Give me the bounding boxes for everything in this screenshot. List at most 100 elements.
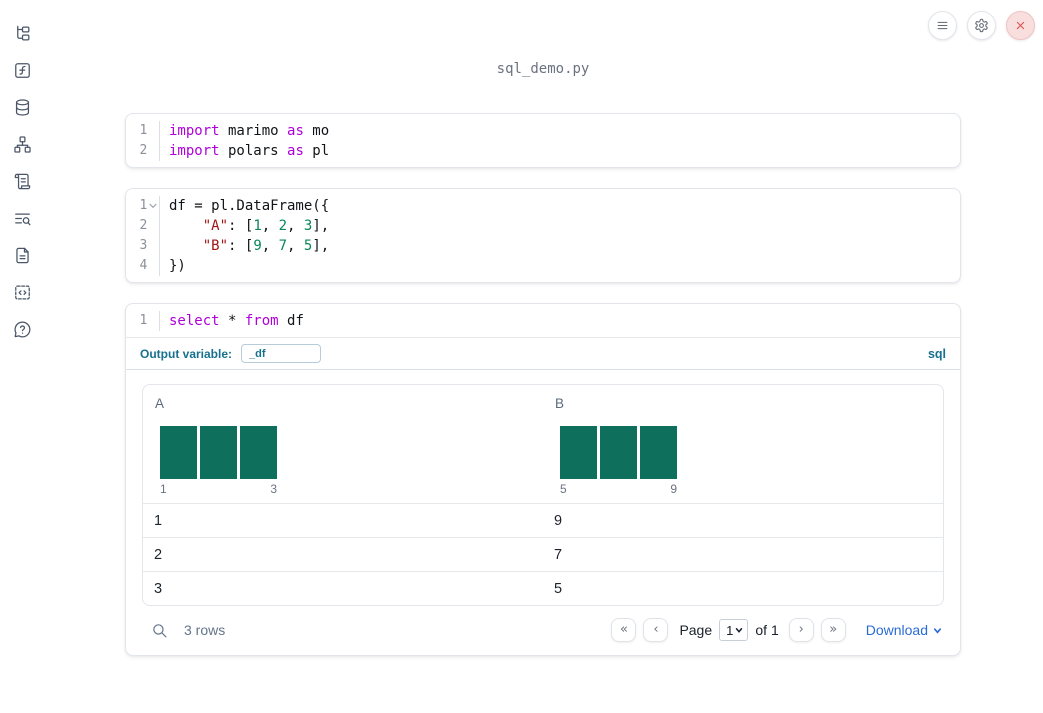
sidebar-item-list-search[interactable] bbox=[12, 208, 33, 229]
code-text: select * from df bbox=[169, 313, 304, 329]
line-number: 1 bbox=[139, 123, 148, 138]
table-footer: 3 rows « ‹ Page 1 of 1 › » Download bbox=[142, 615, 944, 645]
output-variable-label: Output variable: bbox=[140, 346, 233, 361]
code-line: 2 "A": [1, 2, 3], bbox=[126, 216, 960, 236]
line-number: 3 bbox=[139, 238, 148, 253]
code-line: 1 import marimo as mo bbox=[126, 121, 960, 141]
first-page-button[interactable]: « bbox=[611, 618, 637, 642]
sidebar-item-snippet[interactable] bbox=[12, 282, 33, 303]
code-text: "A": [1, 2, 3], bbox=[202, 218, 330, 234]
code-cell-imports: 1 import marimo as mo 2 import polars as pl bbox=[125, 113, 961, 168]
last-page-button[interactable]: » bbox=[820, 618, 846, 642]
list-search-icon bbox=[14, 213, 30, 226]
histogram-bar[interactable] bbox=[560, 426, 597, 479]
line-number: 4 bbox=[139, 258, 148, 273]
sidebar-item-scroll[interactable] bbox=[12, 171, 33, 192]
page-label: Page bbox=[679, 622, 713, 638]
histogram-axis-labels: 5 9 bbox=[560, 482, 677, 496]
column-header-b[interactable]: B 5 9 bbox=[543, 385, 943, 503]
line-number: 2 bbox=[139, 143, 148, 158]
page-select-value: 1 bbox=[726, 622, 734, 638]
chevron-down-icon bbox=[933, 627, 942, 634]
gutter: 1 bbox=[126, 311, 160, 331]
gutter: 2 bbox=[126, 141, 160, 161]
scroll-icon bbox=[14, 173, 30, 190]
histogram-max-label: 3 bbox=[270, 482, 277, 496]
histogram-bar[interactable] bbox=[160, 426, 197, 479]
sidebar-item-function[interactable] bbox=[12, 60, 33, 81]
table-cell: 9 bbox=[554, 512, 563, 529]
sidebar-item-document[interactable] bbox=[12, 245, 33, 266]
histogram-bar[interactable] bbox=[240, 426, 277, 479]
chevrons-left-icon: « bbox=[619, 621, 628, 637]
column-histogram bbox=[560, 426, 677, 479]
sidebar-item-file-tree[interactable] bbox=[12, 23, 33, 44]
close-icon bbox=[1016, 21, 1025, 30]
sql-editor[interactable]: 1 select * from df bbox=[126, 304, 960, 338]
next-page-button[interactable]: › bbox=[788, 618, 814, 642]
sidebar-item-database[interactable] bbox=[12, 97, 33, 118]
histogram-bar[interactable] bbox=[200, 426, 237, 479]
code-line: 1 select * from df bbox=[126, 311, 960, 331]
gutter: 3 bbox=[126, 236, 160, 256]
code-text: "B": [9, 7, 5], bbox=[202, 238, 330, 254]
fold-chevron-icon[interactable] bbox=[147, 203, 159, 209]
dataframe-table: A 1 3 B 5 9 bbox=[142, 384, 944, 606]
code-editor[interactable]: 1 import marimo as mo 2 import polars as pl bbox=[126, 114, 960, 167]
gear-icon bbox=[975, 18, 988, 33]
column-header-a[interactable]: A 1 3 bbox=[143, 385, 543, 503]
shutdown-button[interactable] bbox=[1006, 11, 1035, 40]
function-icon bbox=[14, 63, 30, 78]
code-line: 1 df = pl.DataFrame({ bbox=[126, 196, 960, 216]
gutter: 1 bbox=[126, 121, 160, 141]
sql-cell-toolbar: Output variable: _df sql bbox=[126, 338, 960, 370]
code-line: 2 import polars as pl bbox=[126, 141, 960, 161]
sidebar-item-help[interactable] bbox=[12, 319, 33, 340]
previous-page-button[interactable]: ‹ bbox=[643, 618, 669, 642]
chevron-down-icon bbox=[736, 628, 743, 633]
search-icon bbox=[153, 623, 167, 637]
code-text: }) bbox=[169, 258, 186, 274]
menu-button[interactable] bbox=[928, 11, 957, 40]
code-editor[interactable]: 1 df = pl.DataFrame({2 "A": [1, 2, 3], 3 "… bbox=[126, 189, 960, 282]
output-variable-input[interactable]: _df bbox=[241, 344, 322, 363]
histogram-max-label: 9 bbox=[670, 482, 677, 496]
table-cell: 2 bbox=[154, 546, 163, 563]
network-icon bbox=[13, 136, 31, 153]
column-histogram bbox=[160, 426, 277, 479]
gutter: 1 bbox=[126, 196, 160, 216]
histogram-bar[interactable] bbox=[640, 426, 677, 479]
page-select[interactable]: 1 bbox=[719, 619, 749, 641]
row-count: 3 rows bbox=[184, 622, 226, 638]
sidebar-item-network[interactable] bbox=[12, 134, 33, 155]
file-tree-icon bbox=[16, 25, 29, 41]
download-label: Download bbox=[865, 622, 928, 638]
line-number: 1 bbox=[139, 198, 148, 213]
line-number: 2 bbox=[139, 218, 148, 233]
code-text: df = pl.DataFrame({ bbox=[169, 198, 330, 214]
search-button[interactable] bbox=[151, 622, 168, 639]
window-controls bbox=[928, 11, 1035, 40]
notebook-filename: sql_demo.py bbox=[496, 61, 590, 77]
table-cell: 3 bbox=[154, 580, 163, 597]
histogram-min-label: 1 bbox=[160, 482, 167, 496]
sql-output: A 1 3 B 5 9 bbox=[126, 370, 960, 655]
database-icon bbox=[15, 99, 29, 116]
snippet-icon bbox=[14, 285, 30, 300]
chevron-right-icon: › bbox=[798, 621, 804, 637]
code-line: 3 "B": [9, 7, 5], bbox=[126, 236, 960, 256]
helper-panel-sidebar bbox=[0, 0, 44, 713]
gutter: 2 bbox=[126, 216, 160, 236]
chevrons-right-icon: » bbox=[829, 621, 838, 637]
gutter: 4 bbox=[126, 256, 160, 276]
chevron-left-icon: ‹ bbox=[653, 621, 659, 637]
column-name: A bbox=[155, 396, 165, 411]
histogram-bar[interactable] bbox=[600, 426, 637, 479]
download-button[interactable]: Download bbox=[866, 622, 943, 638]
settings-button[interactable] bbox=[967, 11, 996, 40]
help-icon bbox=[14, 321, 30, 338]
sql-cell: 1 select * from df Output variable: _df s… bbox=[125, 303, 961, 656]
